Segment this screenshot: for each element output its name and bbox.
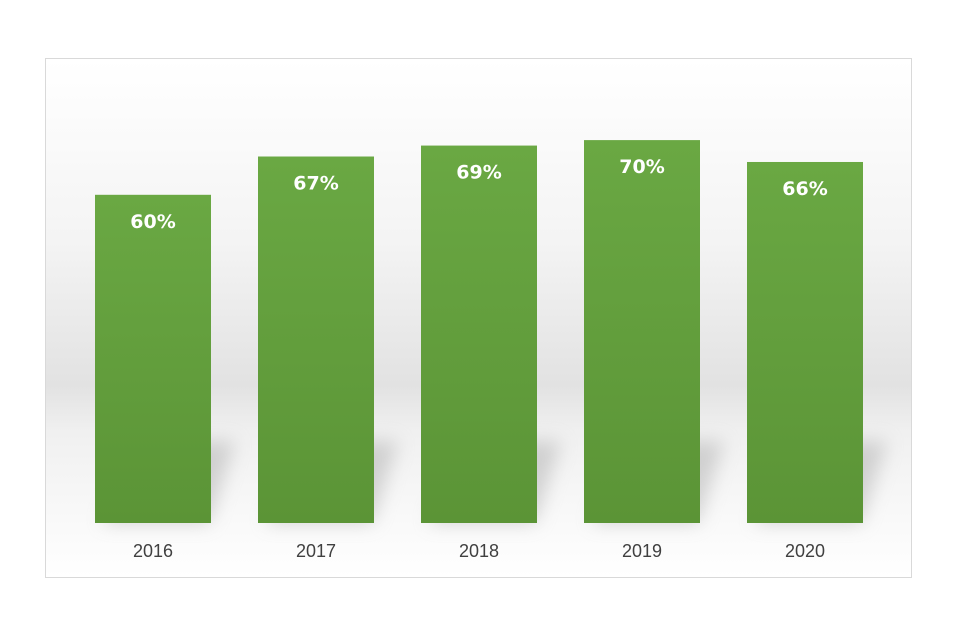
x-tick-label-2017: 2017 [296, 541, 336, 561]
x-tick-label-2016: 2016 [133, 541, 173, 561]
data-label-2017: 67% [293, 173, 338, 195]
bars [95, 140, 863, 524]
bar-2019 [584, 140, 700, 523]
data-label-2020: 66% [782, 178, 827, 200]
x-tick-label-2018: 2018 [459, 541, 499, 561]
bar-2016 [95, 194, 211, 524]
x-tick-label-2020: 2020 [785, 541, 825, 561]
data-labels: 60% 67% 69% 70% 66% [130, 156, 827, 233]
bar-2018 [421, 145, 537, 523]
data-label-2018: 69% [456, 162, 501, 184]
data-label-2019: 70% [619, 156, 664, 178]
data-label-2016: 60% [130, 211, 175, 233]
bar-2017 [258, 156, 374, 523]
bar-2020 [747, 161, 863, 524]
x-tick-label-2019: 2019 [622, 541, 662, 561]
x-axis-tick-labels: 2016 2017 2018 2019 2020 [133, 541, 825, 561]
